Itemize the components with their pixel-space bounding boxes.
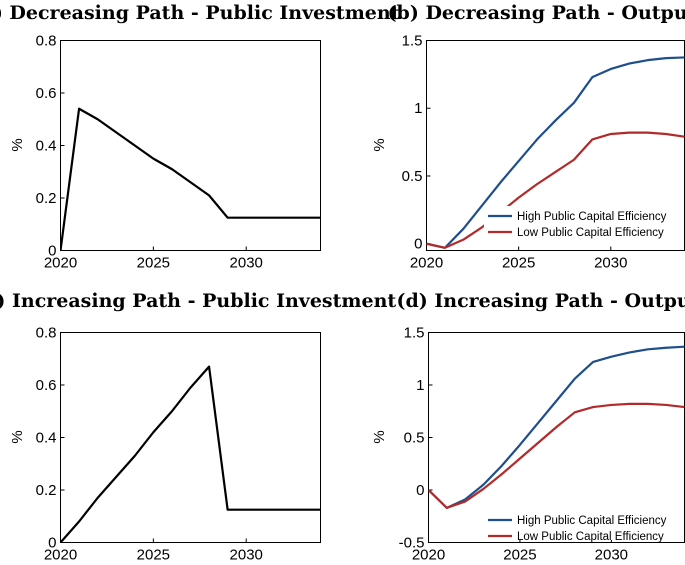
panel-a-ytick-label: 0.8 — [36, 33, 57, 50]
panel-b-series-low-public-capital-efficiency — [426, 131, 685, 249]
panel-c-xtick-label: 2030 — [230, 547, 263, 564]
panel-b-ylabel: % — [371, 138, 388, 151]
panel-b: (b) Decreasing Path - Output % 2020 2025 2… — [371, 2, 685, 272]
panel-b-ytick-label: 0.5 — [402, 168, 423, 185]
panel-a-xtick-label: 2030 — [230, 255, 263, 272]
panel-c-ylabel: % — [9, 430, 26, 443]
panel-b-legend-label: Low Public Capital Efficiency — [517, 227, 664, 239]
panel-b-xtick-label: 2030 — [594, 255, 627, 272]
panel-b-ytick-label: 1 — [414, 100, 422, 117]
panel-a-title: (a) Decreasing Path - Public Investment — [0, 2, 400, 24]
panel-d-legend — [484, 510, 682, 540]
panel-a-frame — [60, 40, 321, 251]
panel-b-legend — [484, 206, 682, 244]
panel-a-xtick-label: 2025 — [137, 255, 170, 272]
panel-c-ytick-label: 0.8 — [36, 325, 57, 342]
panel-d-series-low-public-capital-efficiency — [428, 402, 685, 509]
panel-b-legend-label: High Public Capital Efficiency — [517, 211, 667, 223]
panel-d-series-high-public-capital-efficiency — [428, 345, 685, 509]
panel-b-xtick-label: 2025 — [502, 255, 535, 272]
panel-d-legend-label: High Public Capital Efficiency — [517, 515, 667, 527]
panel-c-title: (c) Increasing Path - Public Investment — [0, 290, 396, 312]
panel-d: (d) Increasing Path - Output % 2020 2025 2… — [371, 290, 685, 564]
panel-c-series-public-investment — [60, 365, 321, 543]
panel-c-ytick-label: 0 — [48, 535, 56, 552]
panel-b-series-high-public-capital-efficiency — [426, 56, 685, 249]
panel-a-ytick-label: 0.2 — [36, 190, 57, 207]
panel-c-xtick-label: 2020 — [44, 547, 77, 564]
panel-b-xtick-label: 2020 — [410, 255, 443, 272]
panel-a-ytick-label: 0.4 — [36, 138, 57, 155]
panel-d-xtick-label: 2020 — [412, 547, 445, 564]
panel-d-legend-label: Low Public Capital Efficiency — [517, 531, 664, 543]
panel-d-ytick-label: -0.5 — [399, 535, 425, 552]
panel-d-ytick-label: 1 — [416, 377, 424, 394]
panel-c-frame — [60, 332, 321, 543]
panel-c-ytick-label: 0.2 — [36, 482, 57, 499]
panel-d-xtick-label: 2025 — [503, 547, 536, 564]
panel-d-ytick-label: 0.5 — [404, 430, 425, 447]
panel-d-ytick-label: 0 — [416, 482, 424, 499]
panel-a-xtick-label: 2020 — [44, 255, 77, 272]
panel-b-ytick-label: 0 — [414, 236, 422, 253]
panel-c-xtick-label: 2025 — [137, 547, 170, 564]
panel-a-ytick-label: 0.6 — [36, 85, 57, 102]
panel-b-title: (b) Decreasing Path - Output — [388, 2, 685, 24]
panel-a: (a) Decreasing Path - Public Investment … — [0, 2, 400, 272]
panel-d-title: (d) Increasing Path - Output — [397, 290, 685, 312]
panel-a-ylabel: % — [9, 138, 26, 151]
panel-d-ylabel: % — [371, 430, 388, 443]
panel-c: (c) Increasing Path - Public Investment … — [0, 290, 396, 564]
panel-c-ytick-label: 0.6 — [36, 377, 57, 394]
panel-b-ytick-label: 1.5 — [402, 33, 423, 50]
panel-c-ytick-label: 0.4 — [36, 430, 57, 447]
panel-d-ytick-label: 1.5 — [404, 325, 425, 342]
panel-a-ytick-label: 0 — [48, 243, 56, 260]
panel-a-series-public-investment — [60, 107, 321, 251]
panel-d-xtick-label: 2030 — [595, 547, 628, 564]
